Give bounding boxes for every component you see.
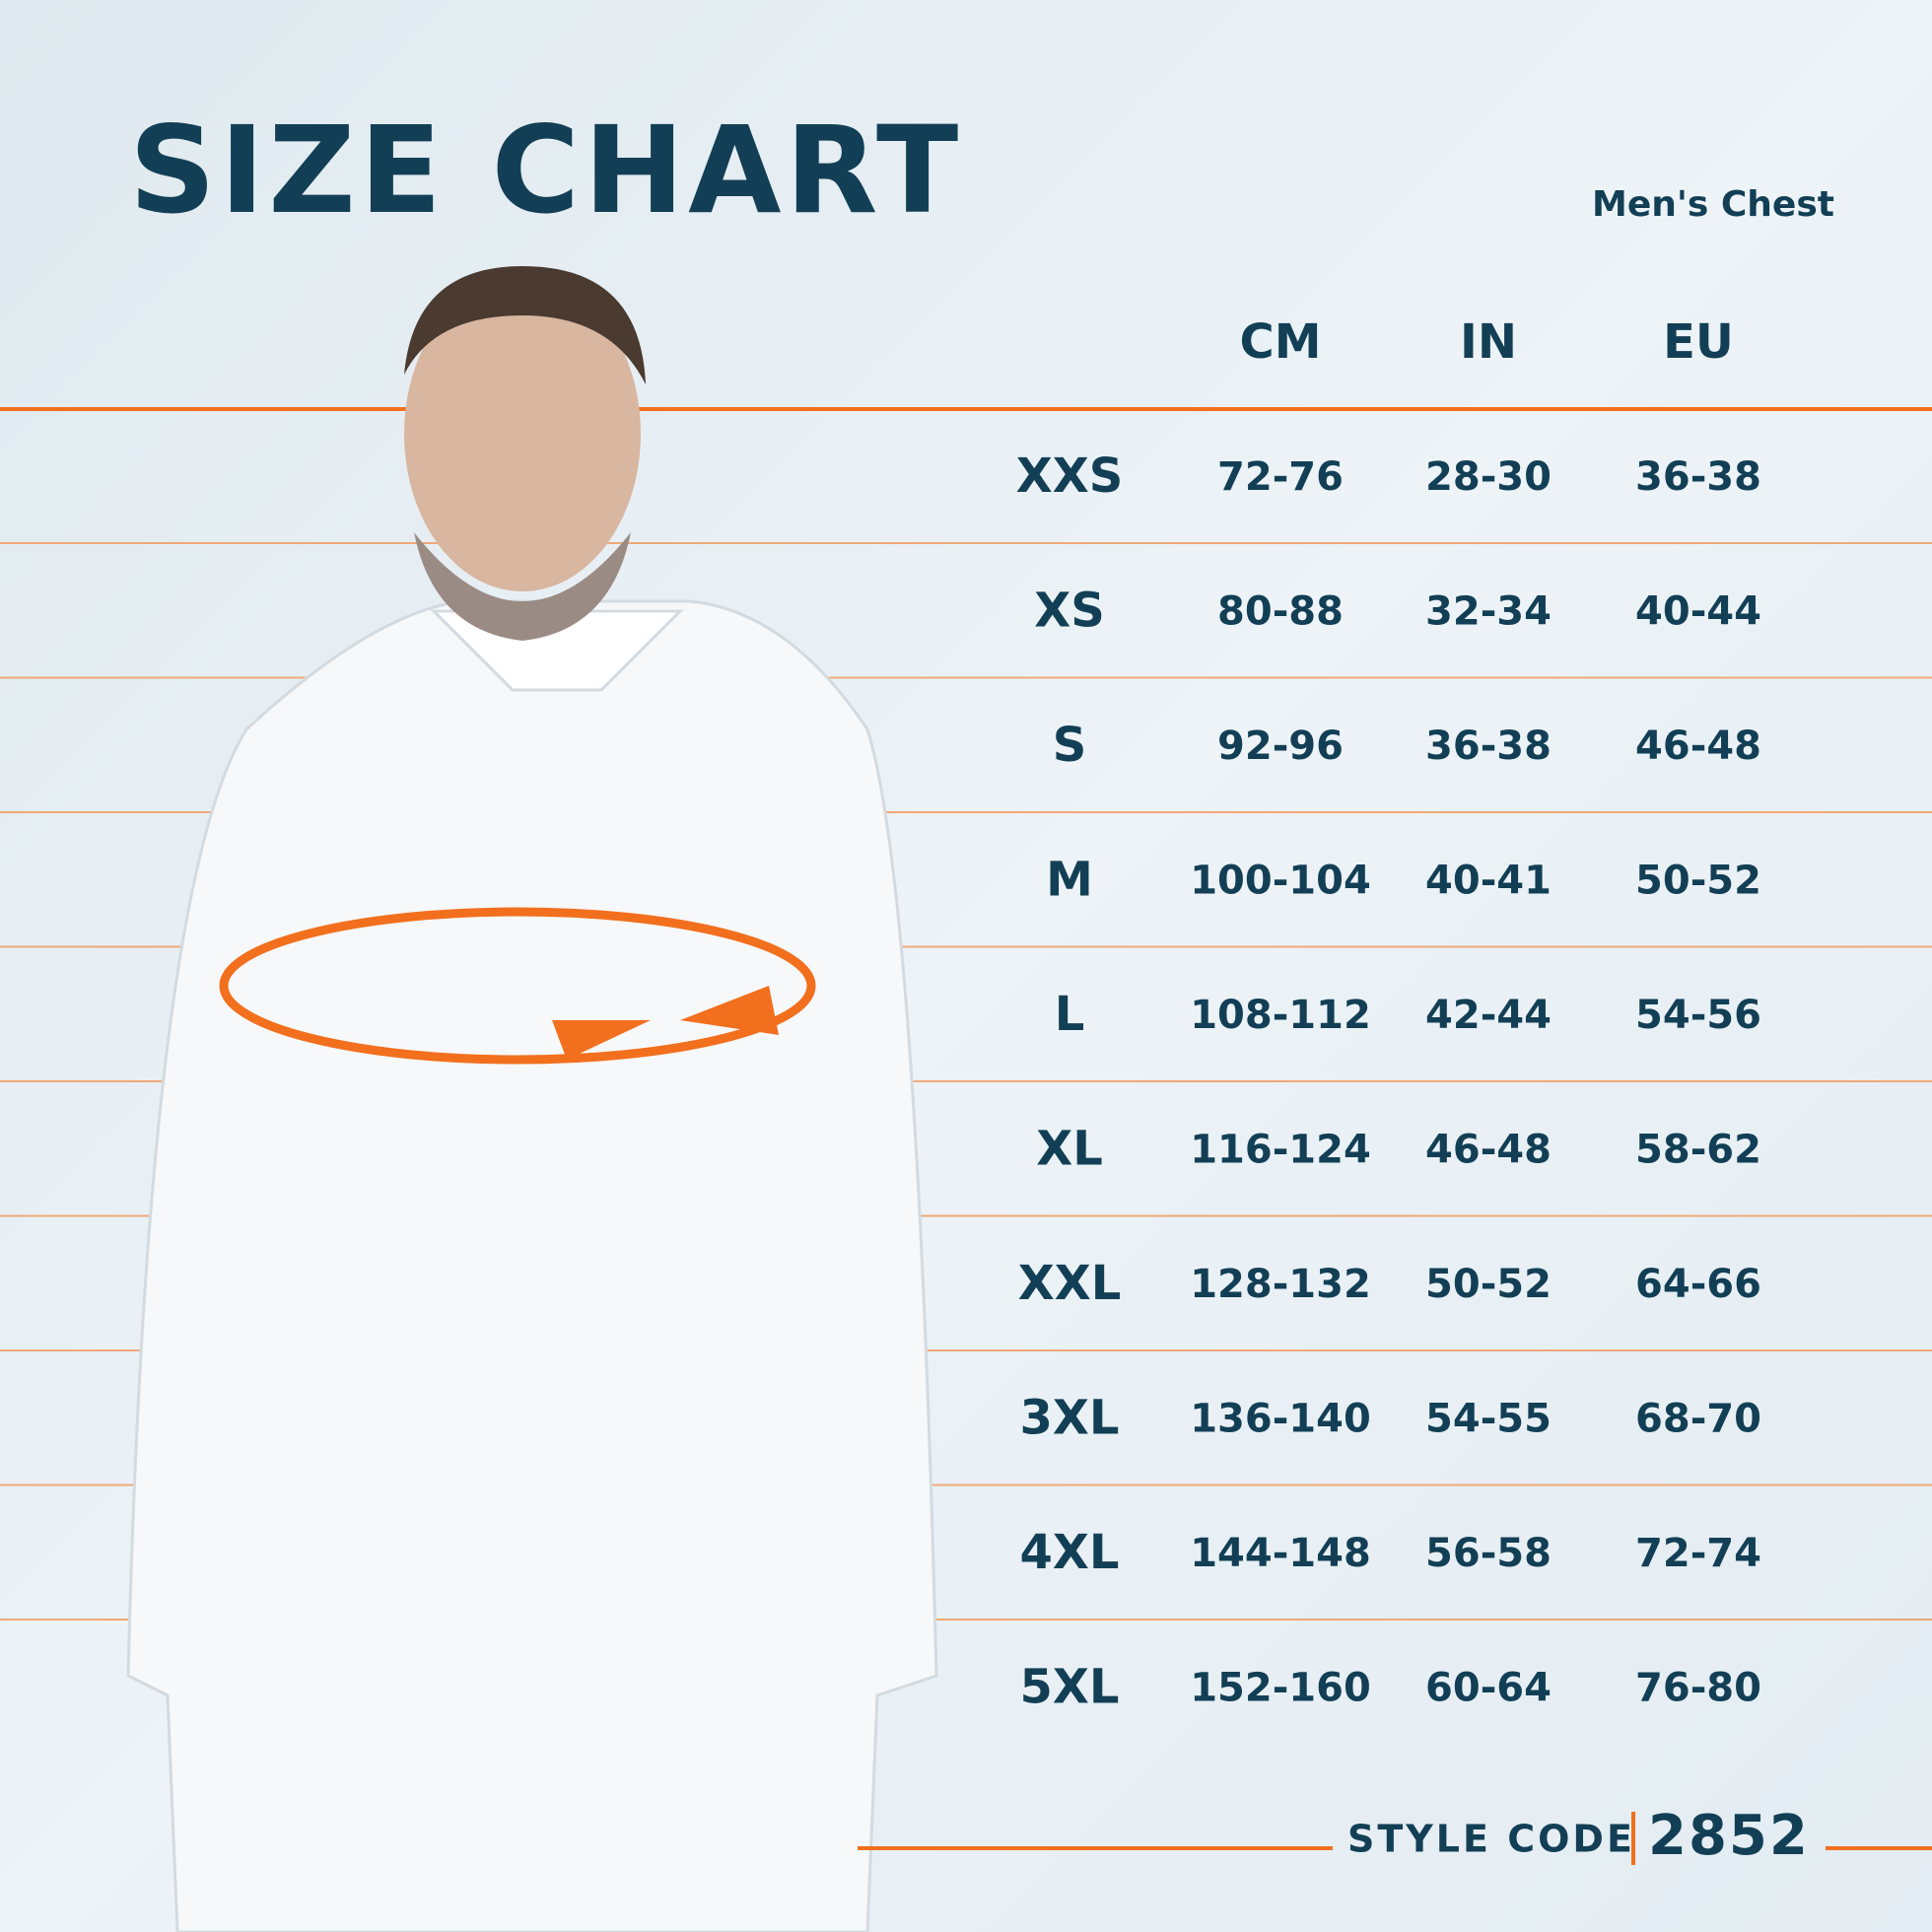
- style-code: 2852: [1648, 1804, 1810, 1868]
- size-label: XXL: [1018, 1256, 1122, 1311]
- cell: 80-88: [1217, 589, 1344, 635]
- cell: 116-124: [1190, 1128, 1371, 1173]
- cell: 46-48: [1635, 724, 1761, 769]
- model-figure: [126, 266, 938, 1932]
- cell: 36-38: [1635, 454, 1761, 500]
- cell: 32-34: [1425, 589, 1552, 635]
- cell: 58-62: [1635, 1128, 1761, 1173]
- cell: 68-70: [1635, 1397, 1761, 1442]
- cell: 50-52: [1635, 859, 1761, 904]
- cell: 40-41: [1425, 859, 1552, 904]
- size-label: S: [1053, 718, 1087, 773]
- cell: 72-76: [1217, 454, 1344, 500]
- size-label: 5XL: [1020, 1660, 1120, 1715]
- size-label: L: [1055, 987, 1085, 1042]
- cell: 28-30: [1425, 454, 1552, 500]
- size-label: XL: [1036, 1122, 1103, 1177]
- column-header: CM: [1240, 314, 1322, 370]
- cell: 92-96: [1217, 724, 1344, 769]
- cell: 64-66: [1635, 1262, 1761, 1307]
- column-header: EU: [1663, 314, 1734, 370]
- size-label: 4XL: [1020, 1525, 1120, 1580]
- cell: 152-160: [1190, 1666, 1371, 1711]
- cell: 54-55: [1425, 1397, 1552, 1442]
- cell: 100-104: [1190, 859, 1371, 904]
- style-code-label: STYLE CODE: [1347, 1818, 1635, 1861]
- size-label: M: [1046, 853, 1093, 908]
- cell: 72-74: [1635, 1531, 1761, 1576]
- size-table: CM IN EU XXS 72-76 28-30 36-38 XS 80-88 32-34 40-4…: [1016, 314, 1761, 1715]
- size-label: 3XL: [1020, 1391, 1120, 1446]
- cell: 54-56: [1635, 993, 1761, 1038]
- cell: 36-38: [1425, 724, 1552, 769]
- cell: 46-48: [1425, 1128, 1552, 1173]
- cell: 50-52: [1425, 1262, 1552, 1307]
- cell: 60-64: [1425, 1666, 1552, 1711]
- cell: 76-80: [1635, 1666, 1761, 1711]
- cell: 42-44: [1425, 993, 1552, 1038]
- subtitle: Men's Chest: [1592, 184, 1834, 225]
- size-label: XS: [1034, 584, 1105, 639]
- cell: 56-58: [1425, 1531, 1552, 1576]
- cell: 40-44: [1635, 589, 1761, 635]
- size-label: XXS: [1016, 448, 1124, 504]
- cell: 144-148: [1190, 1531, 1371, 1576]
- cell: 108-112: [1190, 993, 1371, 1038]
- cell: 136-140: [1190, 1397, 1371, 1442]
- title: SIZE CHART: [129, 101, 962, 241]
- column-header: IN: [1460, 314, 1517, 370]
- cell: 128-132: [1190, 1262, 1371, 1307]
